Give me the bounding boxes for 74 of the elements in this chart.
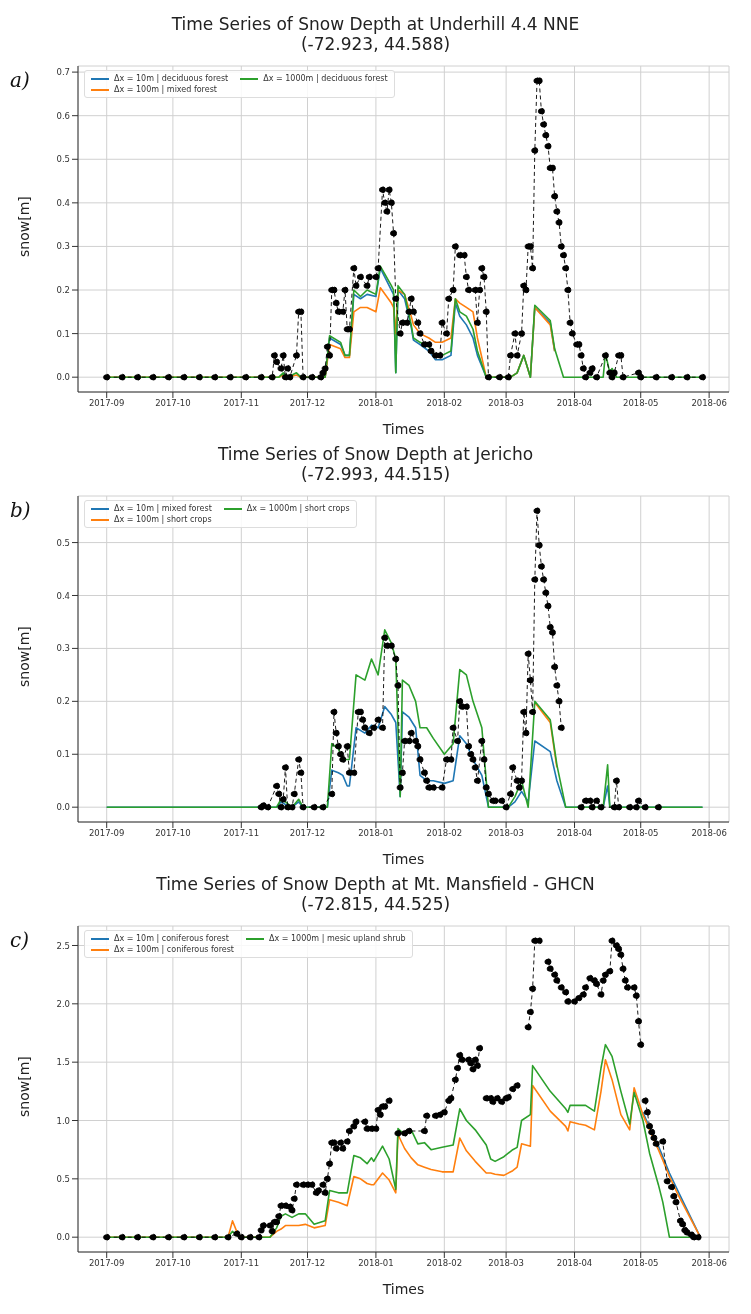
x-tick-label: 2017-10: [155, 828, 191, 839]
legend-label: Δx = 10m | coniferous forest: [114, 934, 229, 943]
x-tick-label: 2017-12: [289, 1258, 326, 1269]
text: a): [10, 68, 30, 92]
x-tick-label: 2017-11: [223, 828, 260, 839]
x-tick-label: 2018-04: [556, 828, 593, 839]
x-tick-label: 2018-01: [358, 398, 394, 409]
legend-label: Δx = 100m | short crops: [114, 515, 212, 524]
x-tick-label: 2017-11: [223, 398, 260, 409]
y-tick-label: 0.1: [56, 328, 70, 339]
legend-label: Δx = 10m | mixed forest: [114, 504, 212, 513]
x-tick-label: 2018-01: [358, 1258, 394, 1269]
x-axis-title: Times: [381, 1281, 425, 1297]
x-tick-label: 2018-02: [426, 1258, 463, 1269]
y-tick-label: 0.6: [56, 110, 70, 121]
x-tick-label: 2018-05: [622, 398, 659, 409]
legend-label: Δx = 100m | mixed forest: [114, 85, 217, 94]
chart-title: Time Series of Snow Depth at Jericho: [216, 444, 535, 464]
x-tick-label: 2017-09: [88, 1258, 125, 1269]
x-tick-label: 2018-01: [358, 828, 394, 839]
x-tick-label: 2017-10: [155, 1258, 191, 1269]
x-tick-label: 2017-12: [289, 398, 326, 409]
x-tick-label: 2018-05: [622, 1258, 659, 1269]
y-axis-title: snow[m]: [15, 1056, 32, 1117]
x-tick-label: 2018-06: [691, 828, 727, 839]
x-tick-label: 2018-05: [622, 828, 659, 839]
chart-title: Time Series of Snow Depth at Mt. Mansfield - GHCN: [155, 874, 596, 894]
y-tick-label: 0.5: [56, 154, 70, 165]
x-tick-label: 2017-09: [88, 828, 125, 839]
y-tick-label: 0.4: [56, 590, 70, 601]
text: c): [10, 928, 30, 952]
x-tick-label: 2017-09: [88, 398, 125, 409]
y-tick-label: 1.0: [56, 1115, 70, 1126]
chart-subtitle: (-72.923, 44.588): [299, 34, 452, 54]
chart-title: Time Series of Snow Depth at Underhill 4.4 NNE: [170, 14, 581, 34]
x-tick-label: 2018-06: [691, 1258, 727, 1269]
legend-label: Δx = 100m | coniferous forest: [114, 945, 235, 954]
y-tick-label: 0.5: [56, 537, 70, 548]
legend-label: Δx = 10m | deciduous forest: [114, 74, 229, 83]
y-tick-label: 0.0: [56, 1232, 70, 1243]
x-tick-label: 2018-03: [488, 1258, 524, 1269]
y-tick-label: 0.5: [56, 1173, 70, 1184]
x-tick-label: 2018-04: [556, 1258, 593, 1269]
x-tick-label: 2018-02: [426, 828, 463, 839]
legend-label: Δx = 1000m | short crops: [246, 504, 350, 513]
y-tick-label: 0.7: [56, 67, 70, 78]
x-axis-title: Times: [381, 851, 425, 867]
chart-subtitle: (-72.815, 44.525): [299, 894, 452, 914]
y-axis-title: snow[m]: [15, 626, 32, 687]
x-tick-label: 2017-12: [289, 828, 326, 839]
x-tick-label: 2018-03: [488, 398, 524, 409]
y-tick-label: 0.2: [56, 696, 70, 707]
y-tick-label: 0.3: [56, 241, 70, 252]
text: b): [10, 498, 31, 522]
x-tick-label: 2018-02: [426, 398, 463, 409]
x-tick-label: 2017-11: [223, 1258, 260, 1269]
y-tick-label: 2.5: [56, 940, 70, 951]
y-tick-label: 0.0: [56, 802, 70, 813]
x-tick-label: 2018-06: [691, 398, 727, 409]
y-axis-title: snow[m]: [15, 196, 32, 257]
x-axis-title: Times: [381, 421, 425, 437]
x-tick-label: 2018-04: [556, 398, 593, 409]
legend-label: Δx = 1000m | mesic upland shrub: [269, 934, 406, 943]
x-tick-label: 2017-10: [155, 398, 191, 409]
y-tick-label: 0.0: [56, 372, 70, 383]
y-tick-label: 0.3: [56, 643, 70, 654]
y-tick-label: 0.2: [56, 285, 70, 296]
chart-subtitle: (-72.993, 44.515): [299, 464, 452, 484]
y-tick-label: 1.5: [56, 1057, 70, 1068]
legend-label: Δx = 1000m | deciduous forest: [263, 74, 388, 83]
y-tick-label: 0.4: [56, 197, 70, 208]
x-tick-label: 2018-03: [488, 828, 524, 839]
y-tick-label: 2.0: [56, 998, 70, 1009]
y-tick-label: 0.1: [56, 749, 70, 760]
